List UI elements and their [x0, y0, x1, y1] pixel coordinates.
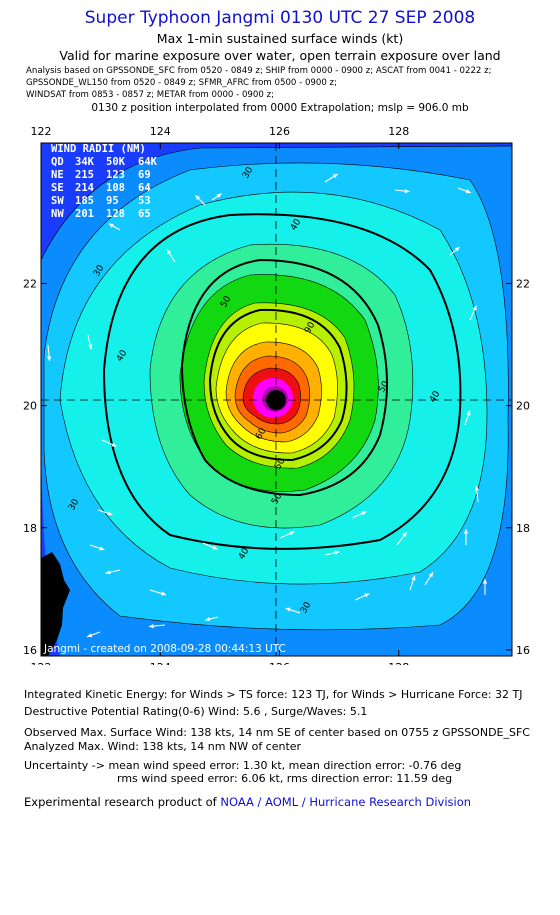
lon-tick-label-bottom: 124	[150, 661, 171, 665]
analysis-sources-line: GPSSONDE_WL150 from 0520 - 0849 z; SFMR_…	[26, 78, 337, 88]
wind-vector-arrow	[166, 248, 176, 263]
wind-radii-cell: 53	[138, 195, 151, 207]
lat-tick-label-left: 18	[23, 522, 37, 535]
wind-vector-arrow	[46, 344, 52, 362]
wind-vector-arrow	[108, 223, 121, 231]
wind-radii-cell: 95	[106, 195, 119, 207]
wind-radii-cell: 123	[106, 169, 125, 181]
wind-vector-arrow	[469, 305, 477, 321]
wind-vector-arrow	[351, 511, 367, 519]
lon-tick-label-bottom: 126	[269, 661, 290, 665]
wind-vector-arrow	[279, 531, 295, 539]
wind-vector-arrow	[87, 631, 101, 638]
wind-radii-table: WIND RADII (NM) QD 34K 50K 64K NE 215 123 69 SE 2…	[51, 143, 158, 220]
wind-radii-cell: NE	[51, 169, 64, 181]
wind-radii-cell: 69	[138, 169, 151, 181]
wind-vector-arrow	[195, 195, 206, 206]
wind-vector-arrow	[409, 575, 416, 591]
wind-vector-arrow	[324, 173, 339, 183]
wind-vector-arrow	[464, 410, 471, 426]
wind-arrows	[46, 173, 488, 638]
wind-radii-cell: SW	[51, 195, 64, 207]
lon-tick-label-bottom: 128	[388, 661, 409, 665]
lat-tick-label-right: 18	[516, 522, 530, 535]
uncertainty-rms-line: rms wind speed error: 6.06 kt, rms direc…	[117, 772, 453, 785]
creation-stamp: Jangmi - created on 2008-09-28 00:44:13 …	[43, 643, 286, 655]
wind-radii-header-cell: 50K	[106, 156, 126, 168]
wind-vector-arrow	[101, 439, 117, 447]
wind-radii-header-cell: 34K	[75, 156, 95, 168]
product-credit: Experimental research product of NOAA / …	[24, 795, 471, 809]
wind-vector-arrow	[202, 542, 218, 550]
wind-vector-arrow	[87, 334, 93, 350]
wind-radii-cell: 128	[106, 208, 125, 220]
wind-vector-arrow	[97, 509, 113, 516]
lat-tick-label-left: 22	[23, 277, 37, 290]
wind-vector-arrow	[457, 187, 471, 194]
wind-radii-cell: 185	[75, 195, 94, 207]
wind-radii-cell: 108	[106, 182, 125, 194]
uncertainty-line: Uncertainty -> mean wind speed error: 1.…	[24, 759, 462, 772]
wind-radii-cell: 65	[138, 208, 151, 220]
wind-radii-header-cell: 64K	[138, 156, 158, 168]
wind-radii-boundaries	[102, 213, 462, 550]
wind-vector-arrow	[211, 193, 222, 201]
observed-max-wind-line: Observed Max. Surface Wind: 138 kts, 14 …	[24, 726, 530, 739]
hrd-link[interactable]: NOAA / AOML / Hurricane Research Divisio…	[220, 795, 472, 809]
analyzed-max-wind-line: Analyzed Max. Wind: 138 kts, 14 nm NW of…	[24, 740, 302, 753]
lat-tick-label-left: 16	[23, 644, 37, 657]
wind-radii-title: WIND RADII (NM)	[51, 143, 146, 155]
lon-tick-label-top: 128	[388, 125, 409, 138]
lat-tick-label-right: 16	[516, 644, 530, 657]
exposure-note: Valid for marine exposure over water, op…	[59, 48, 501, 63]
wind-vector-arrow	[148, 623, 166, 629]
map-subtitle: Max 1-min sustained surface winds (kt)	[156, 31, 404, 46]
wind-radii-cell: 64	[138, 182, 151, 194]
wind-vector-arrow	[324, 550, 340, 556]
wind-vector-arrow	[149, 589, 167, 596]
product-credit-prefix: Experimental research product of	[24, 795, 221, 809]
wind-radii-cell: NW	[51, 208, 64, 220]
wind-vector-arrow	[285, 607, 301, 614]
lat-tick-label-right: 22	[516, 277, 530, 290]
wind-vector-arrow	[205, 616, 219, 622]
wind-vector-arrow	[449, 246, 460, 256]
wind-radii-cell: 214	[75, 182, 94, 194]
lon-tick-label-top: 122	[31, 125, 52, 138]
wind-radii-header-cell: QD	[51, 156, 64, 168]
wind-vector-arrow	[474, 485, 480, 503]
dpr-line: Destructive Potential Rating(0-6) Wind: …	[24, 705, 368, 718]
wind-vector-arrow	[396, 531, 408, 546]
wind-radii-cell: 201	[75, 208, 94, 220]
ike-line: Integrated Kinetic Energy: for Winds > T…	[24, 688, 523, 701]
taiwan-coast	[41, 552, 70, 656]
center-crosshair	[41, 143, 512, 656]
wind-vector-arrow	[394, 188, 410, 194]
lon-tick-label-top: 124	[150, 125, 171, 138]
lat-tick-label-right: 20	[516, 400, 530, 413]
wind-vector-arrow	[105, 569, 121, 575]
tick-marks	[40, 143, 512, 656]
wind-vector-arrow	[424, 571, 434, 586]
map-title: Super Typhoon Jangmi 0130 UTC 27 SEP 200…	[84, 8, 476, 28]
analysis-sources-line: WINDSAT from 0853 - 0857 z; METAR from 0…	[26, 90, 274, 100]
lon-tick-label-top: 126	[269, 125, 290, 138]
analysis-sources-line: Analysis based on GPSSONDE_SFC from 0520…	[26, 66, 492, 76]
wind-radii-cell: 215	[75, 169, 94, 181]
wind-vector-arrow	[89, 544, 105, 551]
map-frame	[40, 142, 513, 657]
wind-vector-arrow	[354, 593, 370, 601]
wind-radii-cell: SE	[51, 182, 64, 194]
lon-tick-label-bottom: 122	[31, 661, 52, 665]
position-note: 0130 z position interpolated from 0000 E…	[91, 102, 469, 114]
wind-vector-arrow	[463, 529, 469, 545]
wind-vector-arrow	[482, 579, 488, 595]
lat-tick-label-left: 20	[23, 400, 37, 413]
